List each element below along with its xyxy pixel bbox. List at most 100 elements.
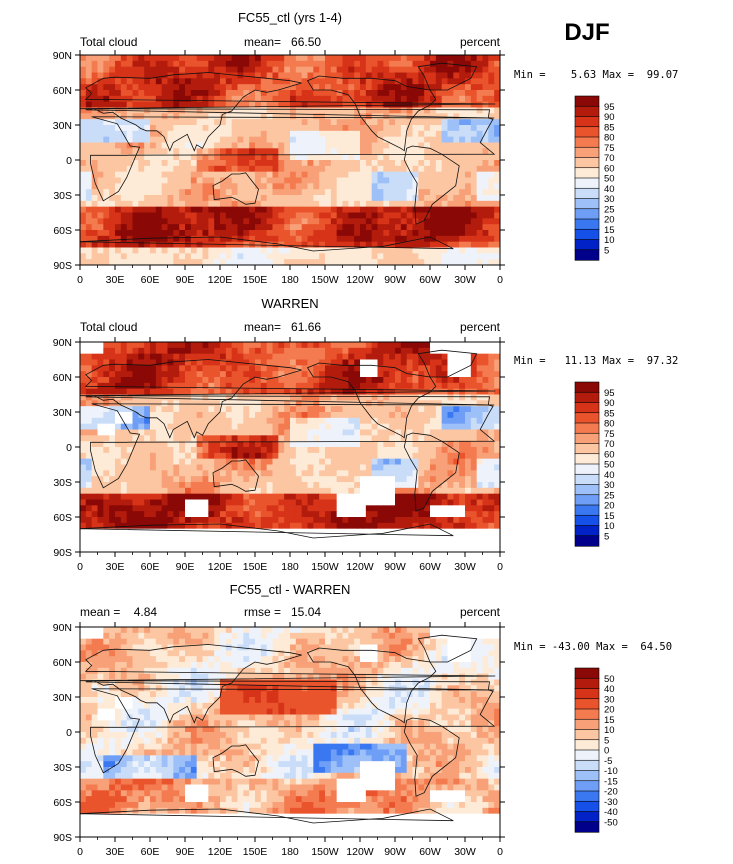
map-cell <box>179 72 186 79</box>
map-cell <box>120 388 128 395</box>
map-cell <box>470 101 478 108</box>
map-cell <box>430 347 437 355</box>
map-cell <box>395 452 402 460</box>
map-cell <box>330 113 338 120</box>
map-cell <box>482 107 489 114</box>
map-cell <box>214 200 221 208</box>
map-cell <box>371 107 378 114</box>
map-cell <box>325 160 332 167</box>
map-cell <box>103 148 110 155</box>
map-cell <box>400 212 408 219</box>
map-cell <box>260 470 268 477</box>
map-cell <box>476 84 483 91</box>
map-cell <box>453 511 460 518</box>
map-cell <box>435 394 443 401</box>
map-cell <box>418 206 425 213</box>
map-cell <box>126 382 133 390</box>
map-cell <box>325 359 332 366</box>
map-cell <box>109 84 116 91</box>
map-cell <box>476 458 483 465</box>
map-cell <box>208 95 215 103</box>
map-cell <box>225 412 233 419</box>
map-cell <box>103 505 110 512</box>
map-cell <box>109 464 116 471</box>
map-cell <box>150 412 157 419</box>
map-cell <box>109 505 116 512</box>
map-cell <box>220 142 227 149</box>
map-cell <box>185 406 192 413</box>
map-cell <box>412 160 419 167</box>
map-cell <box>266 482 273 489</box>
map-cell <box>202 142 209 149</box>
map-cell <box>313 377 320 384</box>
map-cell <box>470 487 478 495</box>
map-cell <box>278 371 285 378</box>
map-cell <box>214 482 221 489</box>
map-cell <box>470 60 478 68</box>
map-cell <box>237 136 244 143</box>
map-cell <box>109 377 116 384</box>
map-cell <box>348 235 355 243</box>
map-cell <box>395 183 402 190</box>
colorbar-swatch <box>574 177 600 189</box>
map-cell <box>476 200 483 208</box>
map-cell <box>307 347 314 355</box>
map-cell <box>365 382 373 390</box>
map-cell <box>284 95 291 103</box>
map-cell <box>400 183 408 190</box>
map-cell <box>465 125 472 132</box>
map-cell <box>459 119 466 126</box>
map-cell <box>196 412 203 419</box>
map-cell <box>330 400 338 407</box>
map-cell <box>307 195 314 202</box>
map-cell <box>377 259 384 265</box>
map-cell <box>377 447 384 454</box>
map-cell <box>150 353 157 360</box>
map-cell <box>441 353 448 360</box>
map-cell <box>360 388 367 395</box>
map-cell <box>412 394 419 401</box>
map-cell <box>383 148 390 155</box>
map-cell <box>453 90 460 97</box>
map-cell <box>465 130 472 138</box>
map-cell <box>266 183 273 190</box>
map-cell <box>103 347 110 355</box>
map-cell <box>220 78 227 85</box>
map-cell <box>313 517 320 524</box>
map-cell <box>173 482 180 489</box>
map-cell <box>155 253 163 260</box>
map-cell <box>109 452 116 460</box>
map-cell <box>185 493 192 500</box>
map-cell <box>266 412 273 419</box>
map-cell <box>260 429 268 436</box>
map-cell <box>237 189 244 196</box>
map-cell <box>395 60 402 68</box>
map-cell <box>313 171 320 178</box>
map-cell <box>196 195 203 202</box>
map-cell <box>465 423 472 430</box>
map-cell <box>91 55 98 62</box>
map-cell <box>325 90 332 97</box>
map-cell <box>231 342 238 349</box>
map-cell <box>190 177 198 184</box>
map-cell <box>470 230 478 237</box>
map-cell <box>185 142 192 149</box>
map-cell <box>319 160 326 167</box>
map-cell <box>237 195 244 202</box>
map-cell <box>494 347 500 355</box>
map-cell <box>272 482 279 489</box>
map-cell <box>412 66 419 73</box>
map-cell <box>173 377 180 384</box>
map-cell <box>97 253 104 260</box>
map-cell <box>284 235 291 243</box>
map-cell <box>447 476 454 483</box>
map-cell <box>161 253 168 260</box>
map-cell <box>424 84 431 91</box>
map-cell <box>488 154 495 161</box>
map-cell <box>295 359 303 366</box>
map-cell <box>459 55 466 62</box>
map-cell <box>278 142 285 149</box>
map-cell <box>441 60 448 68</box>
map-cell <box>179 470 186 477</box>
map-cell <box>441 154 448 161</box>
